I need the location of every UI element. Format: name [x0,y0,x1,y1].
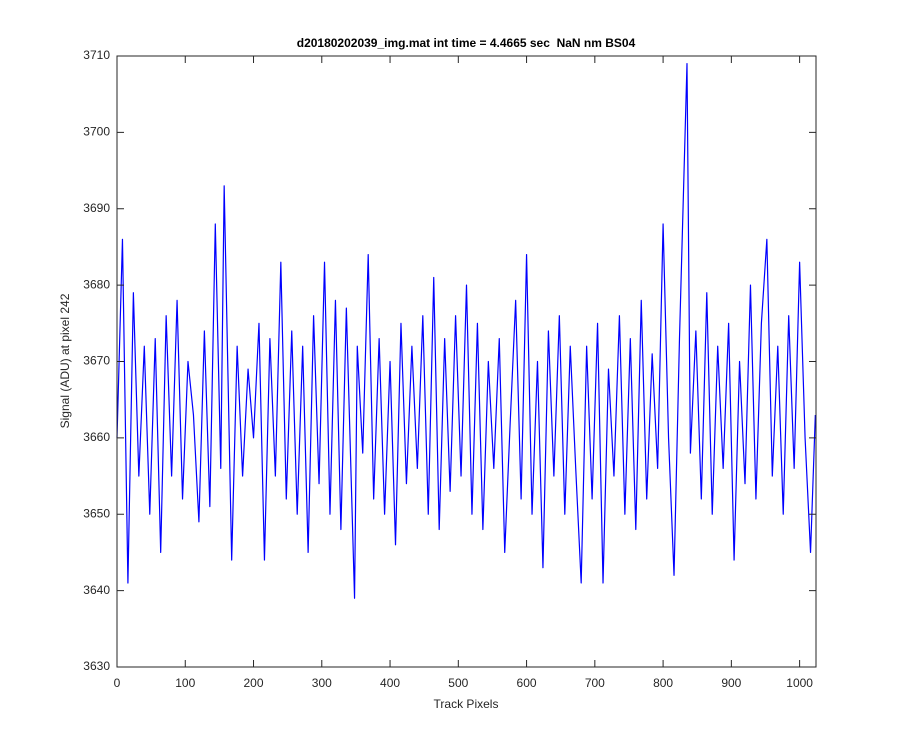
y-tick-label: 3690 [83,201,110,215]
x-tick-label: 500 [448,676,468,690]
y-tick-label: 3630 [83,659,110,673]
x-tick-label: 1000 [786,676,813,690]
x-tick-label: 300 [312,676,332,690]
y-tick-label: 3650 [83,506,110,520]
y-tick-label: 3700 [83,125,110,139]
x-tick-label: 0 [114,676,121,690]
y-tick-label: 3680 [83,277,110,291]
x-axis-label: Track Pixels [434,697,499,711]
x-tick-label: 200 [244,676,264,690]
x-tick-label: 600 [517,676,537,690]
chart-title: d20180202039_img.mat int time = 4.4665 s… [297,36,636,50]
x-tick-label: 700 [585,676,605,690]
y-tick-label: 3670 [83,354,110,368]
x-tick-label: 400 [380,676,400,690]
y-axis-label: Signal (ADU) at pixel 242 [58,293,72,428]
data-line [116,63,816,599]
y-tick-label: 3640 [83,583,110,597]
y-tick-label: 3710 [83,48,110,62]
y-tick-label: 3660 [83,430,110,444]
x-tick-label: 100 [175,676,195,690]
x-tick-label: 900 [721,676,741,690]
x-tick-label: 800 [653,676,673,690]
